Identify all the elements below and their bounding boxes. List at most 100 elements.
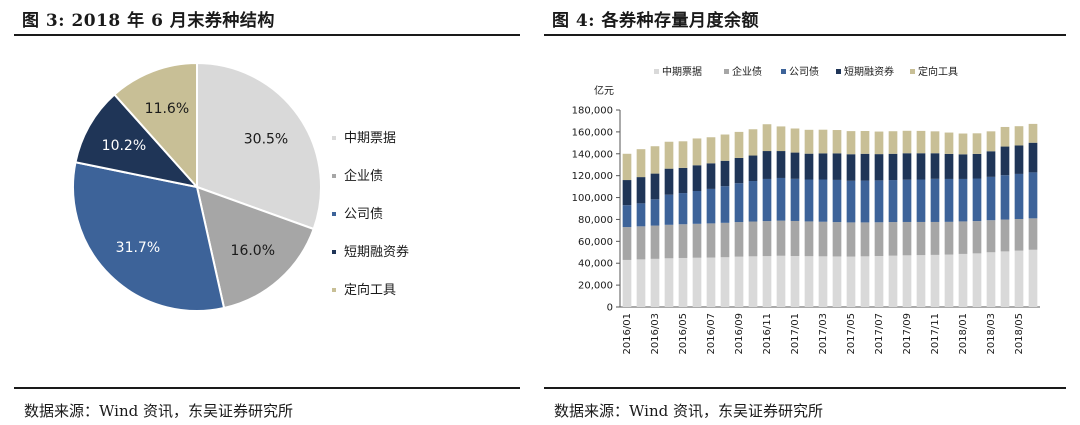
x-tick-label-3: 2016/07 (706, 313, 717, 355)
bar-segment-4-26 (986, 131, 996, 152)
bar-segment-2-11 (776, 177, 786, 221)
bar-segment-1-25 (972, 221, 982, 254)
bar-segment-4-6 (706, 137, 716, 164)
bar-segment-3-0 (622, 180, 632, 206)
bar-segment-0-26 (986, 252, 996, 307)
y-tick-label-0: 0 (607, 303, 613, 314)
bar-segment-4-5 (692, 138, 702, 166)
bar-segment-1-2 (650, 225, 660, 259)
bar-segment-4-14 (818, 129, 828, 154)
bar-segment-0-21 (916, 255, 926, 307)
bar-segment-4-3 (664, 141, 674, 169)
bar-segment-0-4 (678, 257, 688, 307)
bar-segment-0-25 (972, 253, 982, 307)
figure-3-bottom-rule (14, 387, 520, 389)
y-tick-label-3: 60,000 (578, 237, 613, 248)
bar-segment-1-17 (860, 222, 870, 257)
legend-label-4: 定向工具 (344, 282, 396, 298)
y-tick-label-6: 120,000 (572, 171, 613, 182)
pie-slice-2 (72, 161, 226, 312)
bar-segment-1-13 (804, 221, 814, 257)
bar-segment-3-8 (734, 157, 744, 184)
x-tick-label-1: 2016/03 (650, 313, 661, 355)
legend-marker-1 (724, 69, 729, 74)
bar-segment-4-29 (1028, 123, 1038, 143)
bar-segment-2-13 (804, 179, 814, 222)
bar-segment-4-27 (1000, 126, 1010, 147)
bar-segment-0-11 (776, 255, 786, 307)
bar-segment-0-17 (860, 256, 870, 307)
y-tick-label-4: 80,000 (578, 215, 613, 226)
x-tick-label-13: 2018/03 (986, 313, 997, 355)
bar-segment-2-1 (636, 203, 646, 227)
bar-segment-1-27 (1000, 219, 1010, 252)
bar-segment-0-3 (664, 258, 674, 307)
bar-segment-2-8 (734, 183, 744, 223)
bar-segment-0-27 (1000, 251, 1010, 307)
bar-segment-2-29 (1028, 172, 1038, 219)
x-tick-label-8: 2017/05 (846, 313, 857, 355)
bar-segment-0-22 (930, 254, 940, 307)
bar-segment-3-23 (944, 153, 954, 179)
bar-segment-2-19 (888, 180, 898, 223)
y-tick-label-7: 140,000 (572, 149, 613, 160)
legend-marker-2 (332, 212, 336, 216)
figure-4-top-rule (544, 34, 1066, 36)
bar-segment-3-11 (776, 151, 786, 178)
bar-segment-3-28 (1014, 145, 1024, 174)
bar-segment-1-11 (776, 220, 786, 256)
bar-segment-3-20 (902, 153, 912, 180)
bar-segment-2-22 (930, 178, 940, 222)
bar-segment-1-14 (818, 221, 828, 257)
bar-segment-0-10 (762, 256, 772, 307)
x-tick-label-5: 2016/11 (762, 313, 773, 355)
x-tick-label-6: 2017/01 (790, 313, 801, 355)
x-tick-label-4: 2016/09 (734, 313, 745, 355)
legend-label-2: 公司债 (789, 65, 819, 78)
bar-segment-4-21 (916, 130, 926, 154)
bar-segment-3-25 (972, 153, 982, 179)
x-tick-label-2: 2016/05 (678, 313, 689, 355)
bar-segment-3-9 (748, 155, 758, 182)
bar-segment-0-13 (804, 256, 814, 307)
bar-segment-2-3 (664, 194, 674, 225)
legend-label-1: 企业债 (344, 168, 383, 184)
bar-segment-0-2 (650, 258, 660, 307)
bar-segment-2-27 (1000, 175, 1010, 220)
legend-marker-4 (910, 69, 915, 74)
bar-segment-2-21 (916, 179, 926, 222)
legend-label-1: 企业债 (732, 65, 762, 78)
bar-segment-1-9 (748, 221, 758, 257)
bar-segment-0-8 (734, 256, 744, 307)
bar-segment-1-24 (958, 221, 968, 254)
pie-data-label-1: 16.0% (231, 243, 275, 259)
bar-segment-3-29 (1028, 142, 1038, 173)
legend-marker-2 (781, 69, 786, 74)
y-tick-label-1: 20,000 (578, 281, 613, 292)
bar-segment-2-16 (846, 180, 856, 223)
legend-marker-4 (332, 288, 336, 292)
y-tick-label-5: 100,000 (572, 193, 613, 204)
figure-3-panel: 图 3: 2018 年 6 月末券种结构 30.5% 16.0% 31.7% 10.2… (14, 0, 520, 425)
bar-segment-3-13 (804, 153, 814, 180)
bar-segment-4-0 (622, 153, 632, 181)
bar-segment-1-7 (720, 222, 730, 258)
x-tick-label-14: 2018/05 (1014, 313, 1025, 355)
legend-marker-3 (332, 250, 336, 254)
pie-chart: 30.5% 16.0% 31.7% 10.2% 11.6% 中期票据企业债公司债短期融资券… (72, 61, 409, 312)
bar-segment-1-26 (986, 220, 996, 253)
legend-label-3: 短期融资券 (844, 65, 894, 78)
bar-segment-4-15 (832, 130, 842, 154)
legend-label-3: 短期融资券 (344, 244, 409, 260)
bar-segment-0-19 (888, 255, 898, 307)
bar-segment-4-11 (776, 126, 786, 152)
bar-segment-0-0 (622, 259, 632, 307)
bar-segment-3-15 (832, 153, 842, 180)
bar-segment-2-12 (790, 178, 800, 221)
bar-segment-3-1 (636, 177, 646, 204)
bar-segment-3-4 (678, 167, 688, 194)
pie-slice-4 (112, 61, 198, 190)
bar-segment-1-15 (832, 222, 842, 257)
bar-segment-4-28 (1014, 126, 1024, 146)
